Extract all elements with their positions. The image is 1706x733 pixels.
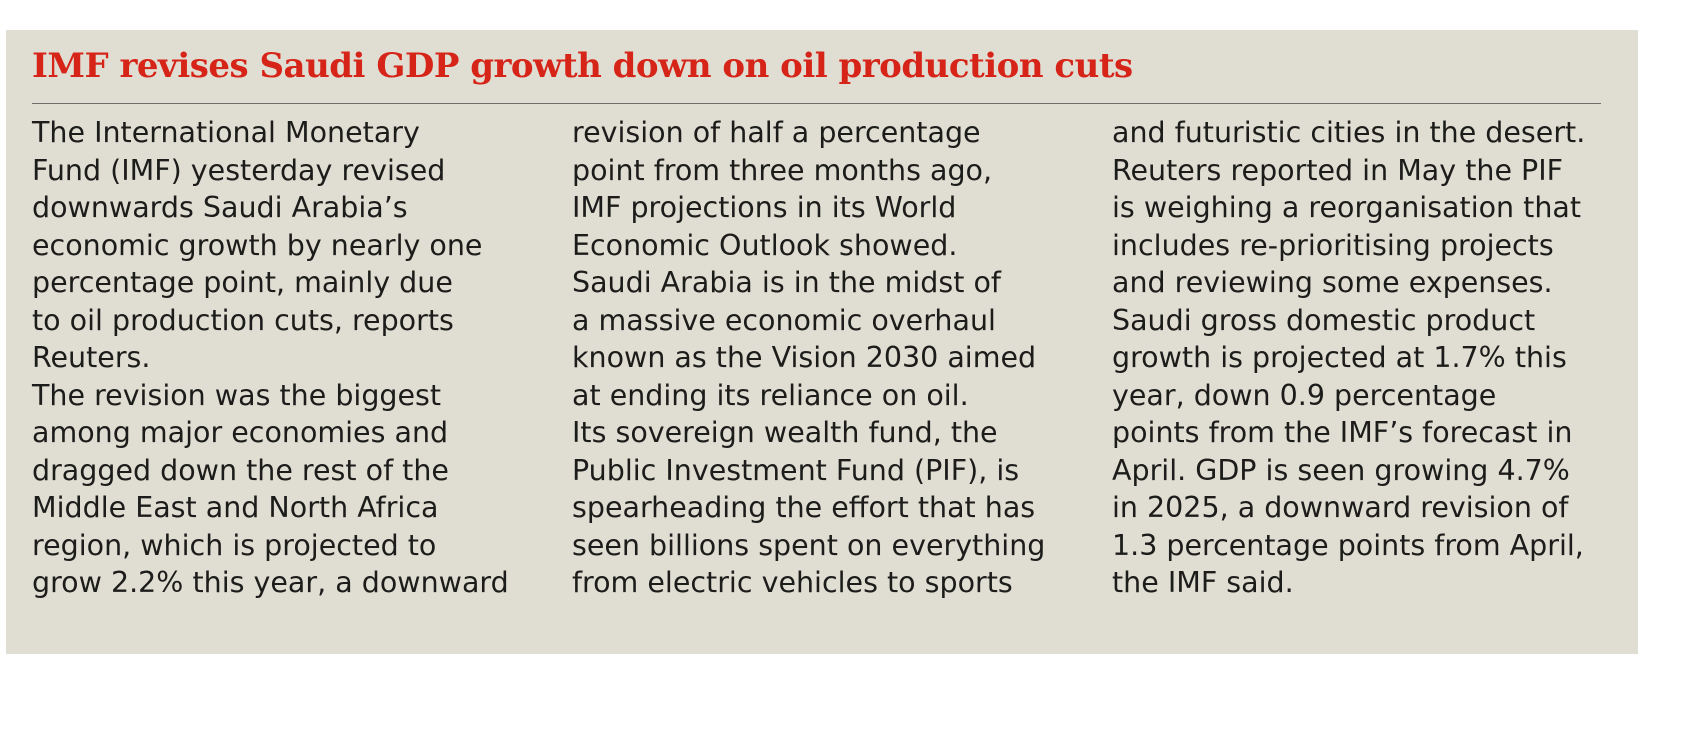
column-line: The revision was the biggest	[32, 378, 442, 412]
column-line: growth is projected at 1.7% this	[1112, 341, 1567, 374]
column-line: includes re-prioritising projects	[1112, 228, 1554, 262]
headline-divider	[32, 103, 1601, 104]
column-line: dragged down the rest of the	[32, 453, 449, 487]
column-line: in 2025, a downward revision of	[1112, 491, 1569, 524]
column-line: downwards Saudi Arabia’s	[32, 191, 408, 224]
column-line: revision of half a percentage	[572, 116, 981, 149]
column-line: grow 2.2% this year, a downward	[32, 566, 509, 599]
column-line: and futuristic cities in the desert.	[1112, 116, 1586, 149]
article-column-1: The International Monetary Fund (IMF) ye…	[32, 114, 512, 602]
column-line: Economic Outlook showed.	[572, 228, 958, 262]
column-line: Middle East and North Africa	[32, 491, 439, 524]
column-line: region, which is projected to	[32, 528, 437, 562]
column-line: Reuters reported in May the PIF	[1112, 153, 1564, 187]
column-line: Its sovereign wealth fund, the	[572, 416, 998, 449]
column-line: 1.3 percentage points from April,	[1112, 528, 1584, 562]
article-box: IMF revises Saudi GDP growth down on oil…	[6, 30, 1638, 654]
column-line: points from the IMF’s forecast in	[1112, 416, 1573, 449]
column-line: Fund (IMF) yesterday revised	[32, 153, 446, 187]
column-line: seen billions spent on everything	[572, 528, 1046, 562]
column-line: from electric vehicles to sports	[572, 566, 1013, 599]
column-line: April. GDP is seen growing 4.7%	[1112, 453, 1570, 487]
column-line: at ending its reliance on oil.	[572, 378, 969, 412]
article-column-2: revision of half a percentage point from…	[572, 114, 1052, 602]
column-line: point from three months ago,	[572, 153, 993, 187]
column-line: Reuters.	[32, 341, 151, 374]
column-line: Saudi Arabia is in the midst of	[572, 266, 1001, 299]
column-line: a massive economic overhaul	[572, 303, 996, 337]
column-line: spearheading the effort that has	[572, 491, 1036, 524]
column-line: Public Investment Fund (PIF), is	[572, 453, 1020, 487]
column-line: known as the Vision 2030 aimed	[572, 341, 1037, 374]
column-line: among major economies and	[32, 416, 449, 449]
column-line: the IMF said.	[1112, 566, 1294, 599]
column-line: and reviewing some expenses.	[1112, 266, 1553, 299]
column-line: IMF projections in its World	[572, 191, 957, 224]
column-line: economic growth by nearly one	[32, 228, 483, 262]
column-line: The International Monetary	[32, 116, 420, 149]
column-line: Saudi gross domestic product	[1112, 303, 1536, 337]
article-headline: IMF revises Saudi GDP growth down on oil…	[32, 46, 1133, 86]
column-line: is weighing a reorganisation that	[1112, 191, 1582, 224]
column-line: year, down 0.9 percentage	[1112, 378, 1497, 412]
column-line: to oil production cuts, reports	[32, 303, 454, 337]
article-column-3: and futuristic cities in the desert. Reu…	[1112, 114, 1592, 602]
column-line: percentage point, mainly due	[32, 266, 453, 299]
